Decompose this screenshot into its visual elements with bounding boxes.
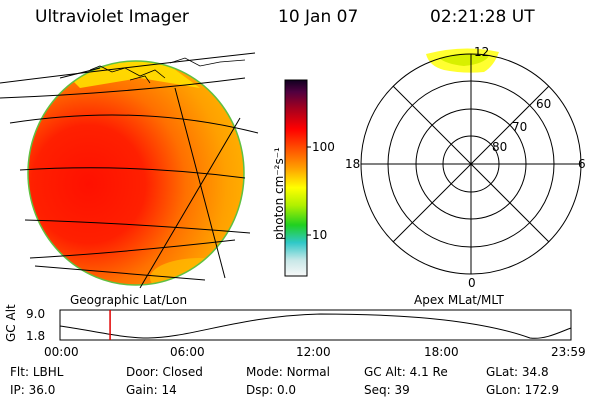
- mlat-label-60: 60: [536, 97, 552, 111]
- observation-date: 10 Jan 07: [278, 7, 359, 27]
- info-ip: IP: 36.0: [10, 383, 56, 397]
- altitude-timeline: [59, 309, 572, 341]
- earth-disk: [28, 61, 244, 285]
- timeline-xtick-0600: 06:00: [170, 345, 205, 359]
- colorbar-tick-100: 100: [312, 140, 335, 154]
- info-gc-alt: GC Alt: 4.1 Re: [364, 365, 448, 379]
- geographic-image: [0, 52, 259, 289]
- timeline-xtick-1800: 18:00: [424, 345, 459, 359]
- mlat-label-80: 80: [492, 140, 508, 154]
- info-flt: Flt: LBHL: [10, 365, 64, 379]
- info-dsp: Dsp: 0.0: [246, 383, 297, 397]
- info-mode: Mode: Normal: [246, 365, 330, 379]
- apex-panel-label: Apex MLat/MLT: [414, 293, 504, 307]
- mlat-label-70: 70: [512, 120, 528, 134]
- colorbar: [284, 79, 311, 277]
- coastlines: [89, 57, 246, 84]
- info-glon: GLon: 172.9: [486, 383, 559, 397]
- info-door: Door: Closed: [126, 365, 203, 379]
- timeline-xtick-1200: 12:00: [296, 345, 331, 359]
- timeline-ylabel: GC Alt: [4, 304, 18, 342]
- polar-plot: [360, 48, 582, 275]
- mlt-label-6: 6: [578, 157, 586, 171]
- info-glat: GLat: 34.8: [486, 365, 549, 379]
- mlt-label-0: 0: [468, 276, 476, 290]
- colorbar-scale: [284, 79, 308, 277]
- colorbar-tick-10: 10: [312, 228, 328, 242]
- info-gain: Gain: 14: [126, 383, 177, 397]
- timeline-xtick-0000: 00:00: [44, 345, 79, 359]
- info-seq: Seq: 39: [364, 383, 410, 397]
- altitude-curve: [59, 313, 572, 339]
- colorbar-unit-label: photon cm⁻²s⁻¹: [272, 147, 286, 240]
- instrument-title: Ultraviolet Imager: [35, 7, 189, 27]
- observation-time: 02:21:28 UT: [430, 7, 535, 27]
- mlt-label-12: 12: [474, 45, 490, 59]
- timeline-xtick-2359: 23:59: [551, 345, 586, 359]
- geographic-panel-label: Geographic Lat/Lon: [70, 293, 188, 307]
- timeline-ytick-low: 1.8: [26, 329, 46, 343]
- timeline-ytick-high: 9.0: [26, 307, 46, 321]
- mlt-label-18: 18: [345, 157, 361, 171]
